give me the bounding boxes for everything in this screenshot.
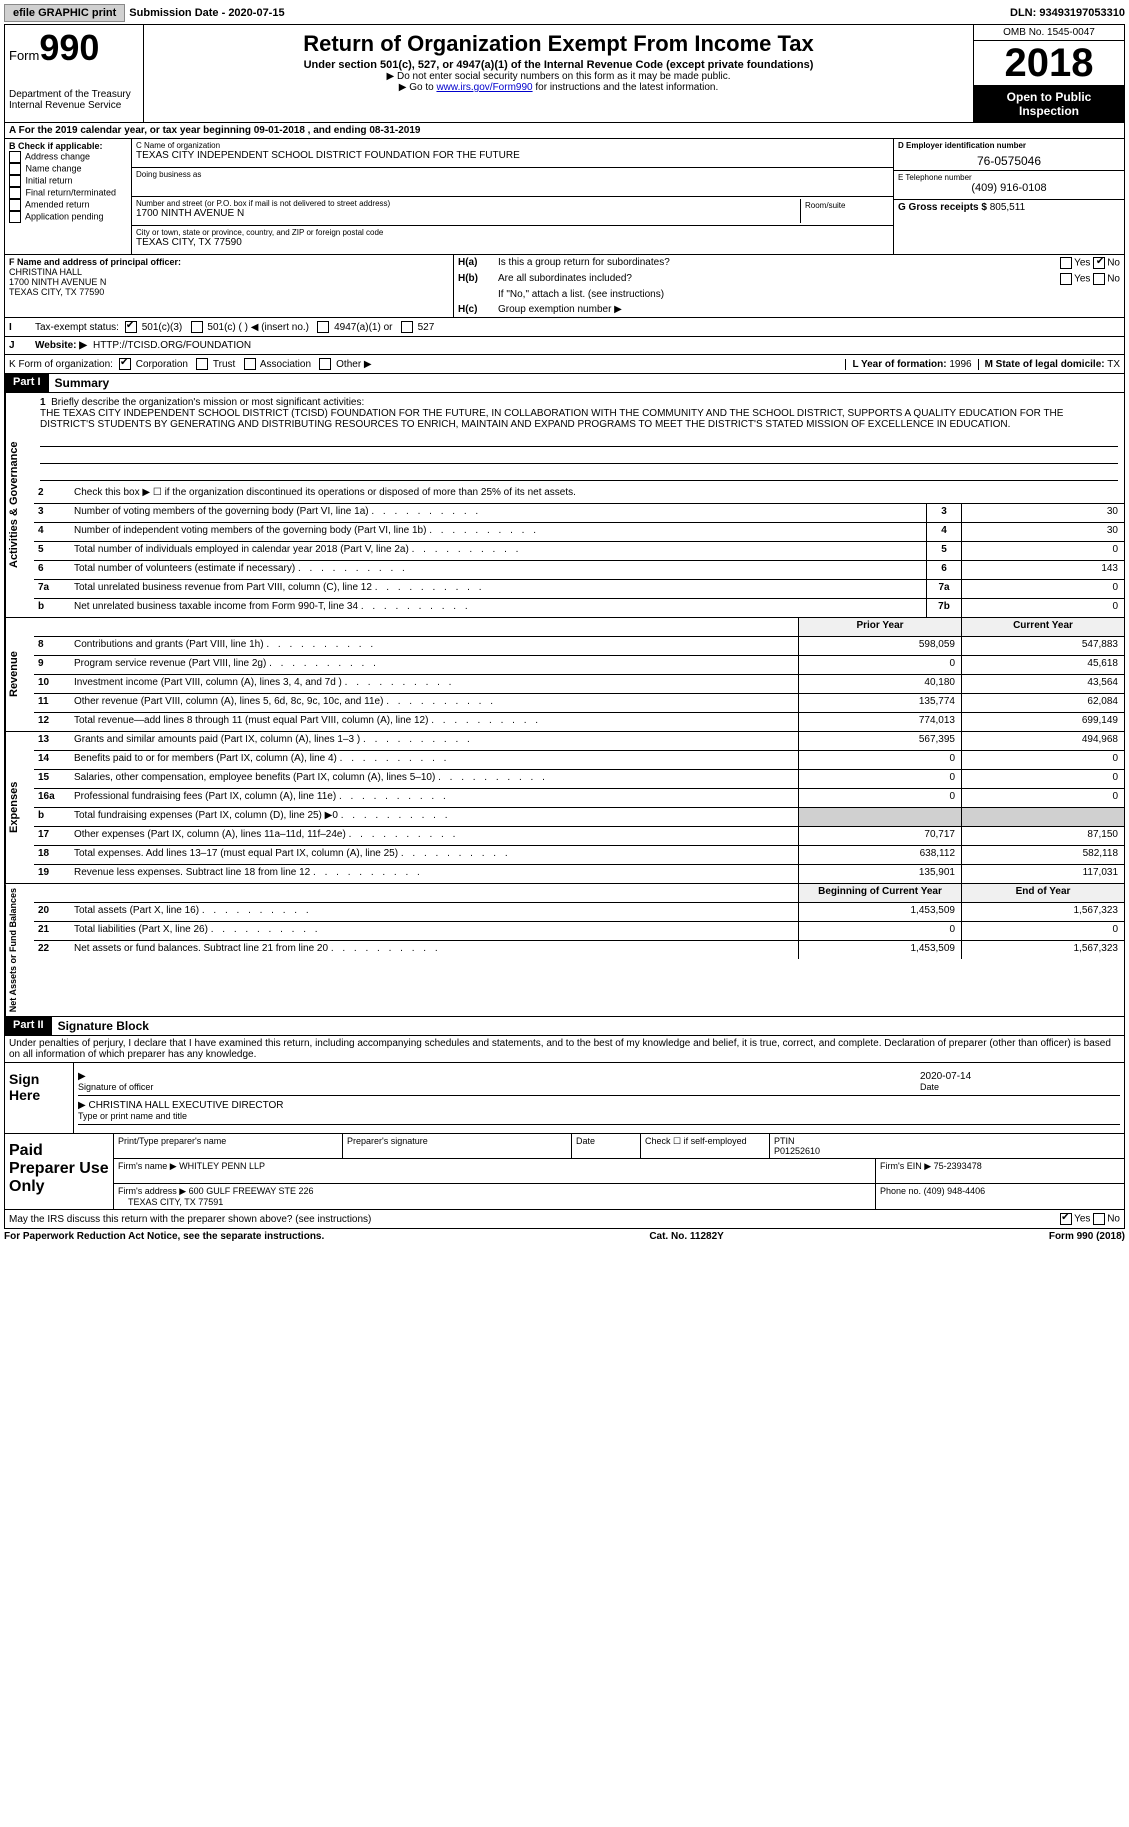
table-row: 7aTotal unrelated business revenue from … <box>34 580 1124 599</box>
officer-printed: CHRISTINA HALL EXECUTIVE DIRECTOR <box>88 1100 283 1111</box>
omb-number: OMB No. 1545-0047 <box>974 25 1124 41</box>
table-row: 9Program service revenue (Part VIII, lin… <box>34 656 1124 675</box>
table-row: 8Contributions and grants (Part VIII, li… <box>34 637 1124 656</box>
checkbox-item[interactable]: Amended return <box>9 199 127 211</box>
checkbox-item[interactable]: Address change <box>9 151 127 163</box>
table-row: 15Salaries, other compensation, employee… <box>34 770 1124 789</box>
table-row: 19Revenue less expenses. Subtract line 1… <box>34 865 1124 883</box>
table-row: 10Investment income (Part VIII, column (… <box>34 675 1124 694</box>
box-de: D Employer identification number 76-0575… <box>893 139 1124 254</box>
note-1: ▶ Do not enter social security numbers o… <box>148 71 969 82</box>
top-bar: efile GRAPHIC print Submission Date - 20… <box>4 4 1125 22</box>
gross-receipts: 805,511 <box>990 202 1025 213</box>
checkbox-item[interactable]: Application pending <box>9 211 127 223</box>
table-row: 6Total number of volunteers (estimate if… <box>34 561 1124 580</box>
table-row: bTotal fundraising expenses (Part IX, co… <box>34 808 1124 827</box>
website: HTTP://TCISD.ORG/FOUNDATION <box>93 340 251 351</box>
table-row: bNet unrelated business taxable income f… <box>34 599 1124 617</box>
declaration: Under penalties of perjury, I declare th… <box>4 1036 1125 1063</box>
org-city: TEXAS CITY, TX 77590 <box>136 237 889 248</box>
table-row: 22Net assets or fund balances. Subtract … <box>34 941 1124 959</box>
table-row: 16aProfessional fundraising fees (Part I… <box>34 789 1124 808</box>
table-row: 3Number of voting members of the governi… <box>34 504 1124 523</box>
table-row: 18Total expenses. Add lines 13–17 (must … <box>34 846 1124 865</box>
org-address: 1700 NINTH AVENUE N <box>136 208 800 219</box>
ptin: P01252610 <box>774 1146 820 1156</box>
open-inspection: Open to Public Inspection <box>974 86 1124 122</box>
part1-header: Part I Summary <box>4 374 1125 393</box>
table-row: 11Other revenue (Part VIII, column (A), … <box>34 694 1124 713</box>
officer-name: CHRISTINA HALL <box>9 267 449 277</box>
info-grid: B Check if applicable: Address change Na… <box>4 139 1125 255</box>
table-row: 21Total liabilities (Part X, line 26) 00 <box>34 922 1124 941</box>
table-row: 20Total assets (Part X, line 16) 1,453,5… <box>34 903 1124 922</box>
footer: For Paperwork Reduction Act Notice, see … <box>4 1229 1125 1244</box>
submission-date: Submission Date - 2020-07-15 <box>129 7 284 19</box>
table-row: 4Number of independent voting members of… <box>34 523 1124 542</box>
efile-button[interactable]: efile GRAPHIC print <box>4 4 125 22</box>
irs-discuss: May the IRS discuss this return with the… <box>4 1210 1125 1229</box>
form-title: Return of Organization Exempt From Incom… <box>148 31 969 57</box>
table-row: 5Total number of individuals employed in… <box>34 542 1124 561</box>
box-c: C Name of organization TEXAS CITY INDEPE… <box>132 139 893 254</box>
gov-section: Activities & Governance 1 Briefly descri… <box>4 393 1125 618</box>
table-row: 13Grants and similar amounts paid (Part … <box>34 732 1124 751</box>
form-number: Form990 <box>9 27 139 69</box>
firm-name: WHITLEY PENN LLP <box>179 1161 265 1171</box>
telephone: (409) 916-0108 <box>898 182 1120 194</box>
ein: 76-0575046 <box>898 154 1120 168</box>
exp-section: Expenses 13Grants and similar amounts pa… <box>4 732 1125 884</box>
fgh-grid: F Name and address of principal officer:… <box>4 255 1125 318</box>
org-name: TEXAS CITY INDEPENDENT SCHOOL DISTRICT F… <box>136 150 889 161</box>
sign-block: Sign Here ▶Signature of officer 2020-07-… <box>4 1063 1125 1134</box>
checkbox-item[interactable]: Final return/terminated <box>9 187 127 199</box>
net-section: Net Assets or Fund Balances Beginning of… <box>4 884 1125 1017</box>
checkbox-item[interactable]: Initial return <box>9 175 127 187</box>
note-2: ▶ Go to www.irs.gov/Form990 for instruct… <box>148 82 969 93</box>
paid-preparer: Paid Preparer Use Only Print/Type prepar… <box>4 1134 1125 1210</box>
period-row: A For the 2019 calendar year, or tax yea… <box>4 123 1125 139</box>
table-row: 14Benefits paid to or for members (Part … <box>34 751 1124 770</box>
firm-ein: 75-2393478 <box>934 1161 982 1171</box>
firm-phone: (409) 948-4406 <box>924 1186 986 1196</box>
mission-text: THE TEXAS CITY INDEPENDENT SCHOOL DISTRI… <box>40 408 1063 430</box>
row-j: J Website: ▶ HTTP://TCISD.ORG/FOUNDATION <box>4 337 1125 355</box>
form-subtitle: Under section 501(c), 527, or 4947(a)(1)… <box>148 59 969 71</box>
checkbox-item[interactable]: Name change <box>9 163 127 175</box>
rev-section: Revenue Prior Year Current Year 8Contrib… <box>4 618 1125 732</box>
dept-label: Department of the Treasury Internal Reve… <box>9 89 139 111</box>
row-i: I Tax-exempt status: 501(c)(3) 501(c) ( … <box>4 318 1125 337</box>
table-row: 17Other expenses (Part IX, column (A), l… <box>34 827 1124 846</box>
form-header: Form990 Department of the Treasury Inter… <box>4 24 1125 123</box>
irs-link[interactable]: www.irs.gov/Form990 <box>436 82 532 93</box>
table-row: 12Total revenue—add lines 8 through 11 (… <box>34 713 1124 731</box>
part2-header: Part II Signature Block <box>4 1017 1125 1036</box>
box-b: B Check if applicable: Address change Na… <box>5 139 132 254</box>
dln: DLN: 93493197053310 <box>1010 7 1125 19</box>
tax-year: 2018 <box>974 41 1124 86</box>
row-klm: K Form of organization: Corporation Trus… <box>4 355 1125 374</box>
